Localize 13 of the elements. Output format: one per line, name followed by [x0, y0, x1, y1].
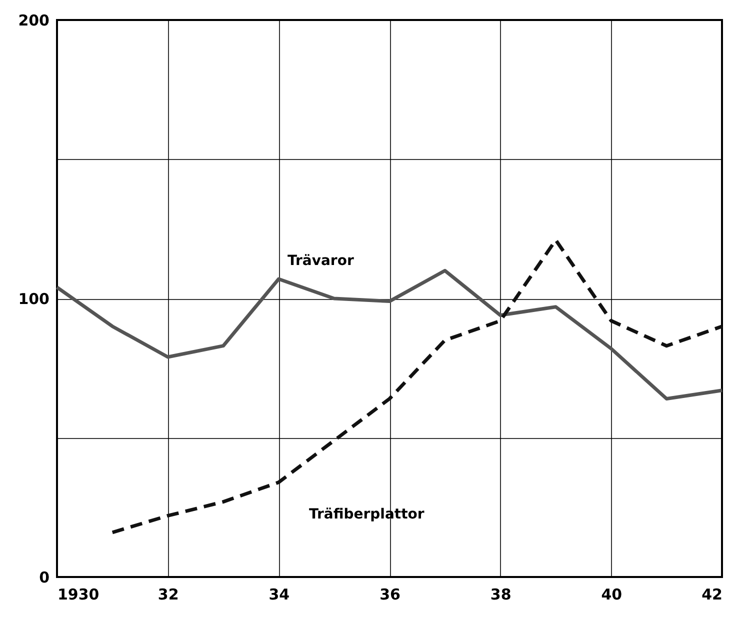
x-tick-label: 40 [601, 586, 622, 604]
line-series [55, 268, 724, 401]
x-tick-label: 42 [702, 586, 722, 604]
x-tick-label: 38 [490, 586, 512, 604]
line-series [110, 238, 724, 534]
x-tick-label: 34 [268, 586, 290, 604]
y-tick-label: 100 [18, 290, 50, 308]
x-tick-label: 1930 [58, 586, 100, 604]
y-tick-label: 0 [39, 568, 50, 586]
x-tick-label: 32 [158, 586, 179, 604]
series-label: Trävaror [287, 253, 354, 270]
y-tick-label: 200 [18, 12, 50, 30]
x-tick-label: 36 [380, 586, 400, 604]
